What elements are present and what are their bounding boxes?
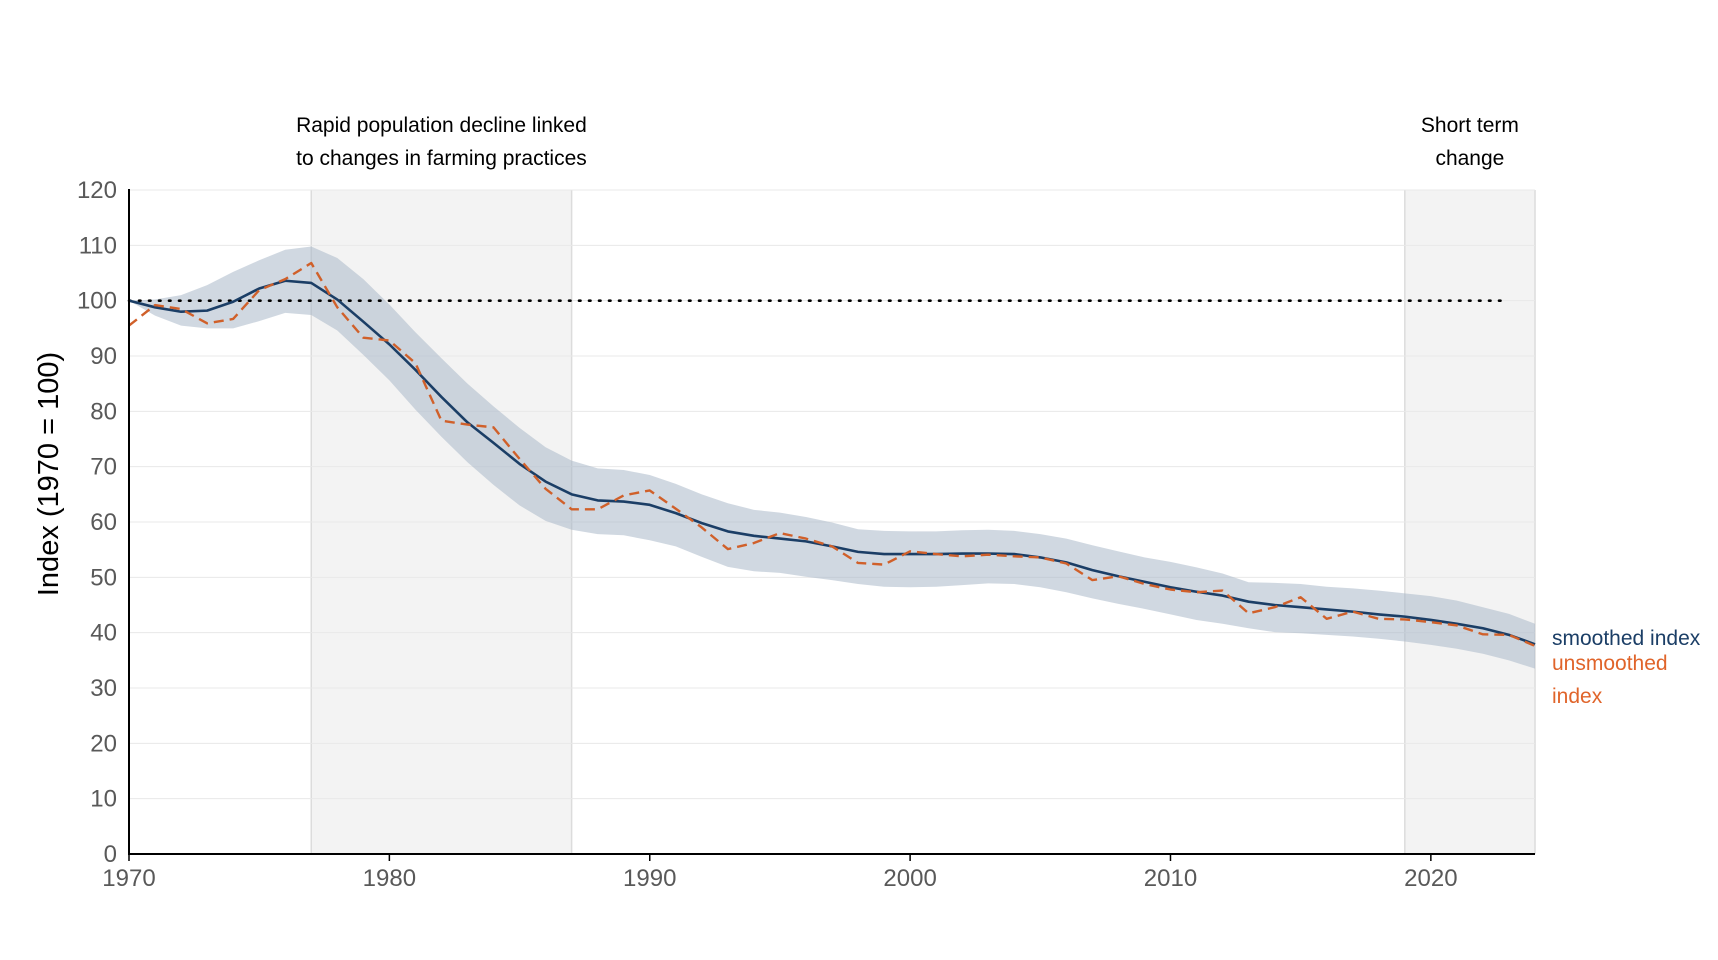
x-tick-label: 2020 (1404, 865, 1457, 892)
y-tick-label: 30 (90, 675, 117, 702)
confidence-band-area (129, 246, 1535, 669)
y-tick-label: 10 (90, 786, 117, 813)
y-tick-label: 120 (77, 177, 117, 204)
x-tick-label: 1980 (363, 865, 416, 892)
y-axis-title: Index (1970 = 100) (33, 352, 65, 596)
shaded-period-label: to changes in farming practices (296, 147, 587, 170)
y-tick-label: 20 (90, 730, 117, 757)
shaded-period-label: Rapid population decline linked (296, 114, 587, 137)
y-tick-label: 100 (77, 288, 117, 315)
confidence-band (129, 246, 1535, 669)
y-tick-label: 80 (90, 398, 117, 425)
y-tick-label: 90 (90, 343, 117, 370)
y-tick-label: 0 (104, 841, 117, 868)
y-tick-label: 40 (90, 620, 117, 647)
data-series (128, 261, 1536, 648)
x-tick-label: 2000 (883, 865, 936, 892)
legend-label-2: unsmoothed (1552, 652, 1668, 675)
y-tick-label: 70 (90, 454, 117, 481)
axis-labels: Index (1970 = 100) 0 10 20 30 40 50 60 70 80 90 10… (33, 177, 1458, 892)
x-tick-label: 1990 (623, 865, 676, 892)
y-tick-label: 60 (90, 509, 117, 536)
axes (128, 189, 1535, 861)
legend-label-2: index (1552, 685, 1603, 708)
x-tick-label: 2010 (1144, 865, 1197, 892)
legend-label-1: smoothed index (1552, 627, 1701, 650)
shaded-period-label: change (1435, 147, 1504, 170)
annotations: Rapid population decline linked to change… (296, 114, 1519, 170)
unsmoothed-index-line (128, 261, 1536, 648)
y-tick-label: 110 (79, 232, 117, 259)
shaded-period-label: Short term (1421, 114, 1519, 137)
x-tick-label: 1970 (102, 865, 155, 892)
y-tick-label: 50 (90, 564, 117, 591)
